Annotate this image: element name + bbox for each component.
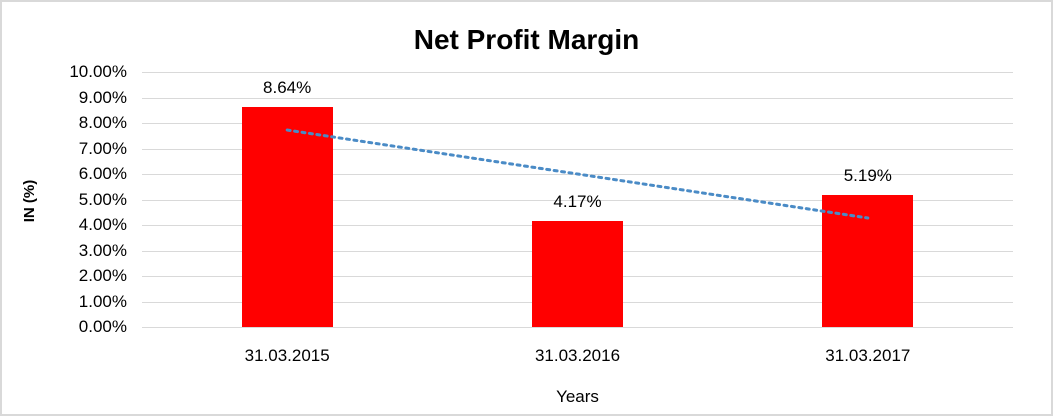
- y-axis-tick-label: 1.00%: [78, 291, 127, 311]
- data-label: 4.17%: [553, 191, 602, 211]
- y-axis-tick-label: 3.00%: [78, 240, 127, 260]
- bar-31.03.2015: [241, 106, 333, 327]
- x-axis-tick-label: 31.03.2016: [534, 346, 621, 365]
- y-axis-tick-label: 7.00%: [78, 138, 127, 158]
- y-axis-tick-label: 0.00%: [78, 317, 127, 336]
- data-label: 5.19%: [843, 165, 892, 185]
- y-axis-tick-label: 9.00%: [78, 87, 127, 107]
- y-gridline: [142, 72, 1013, 73]
- y-axis-tick-label: 5.00%: [78, 189, 127, 209]
- x-axis-title: Years: [556, 387, 599, 406]
- y-axis-tick-label: 10.00%: [69, 62, 127, 81]
- y-gridline: [142, 123, 1013, 124]
- x-axis-tick-label: 31.03.2015: [244, 346, 330, 365]
- chart-title: Net Profit Margin: [413, 24, 640, 55]
- y-axis-tick-label: 2.00%: [78, 266, 127, 285]
- bar-31.03.2017: [822, 194, 914, 327]
- y-axis-tick-label: 4.00%: [78, 215, 127, 234]
- y-axis-tick-label: 6.00%: [78, 164, 127, 183]
- x-axis-tick-label: 31.03.2017: [825, 346, 911, 365]
- y-gridline: [142, 97, 1013, 99]
- bar-31.03.2016: [532, 220, 623, 327]
- data-label: 8.64%: [263, 77, 312, 97]
- y-axis-tick-label: 8.00%: [78, 113, 127, 132]
- y-gridline: [142, 327, 1013, 328]
